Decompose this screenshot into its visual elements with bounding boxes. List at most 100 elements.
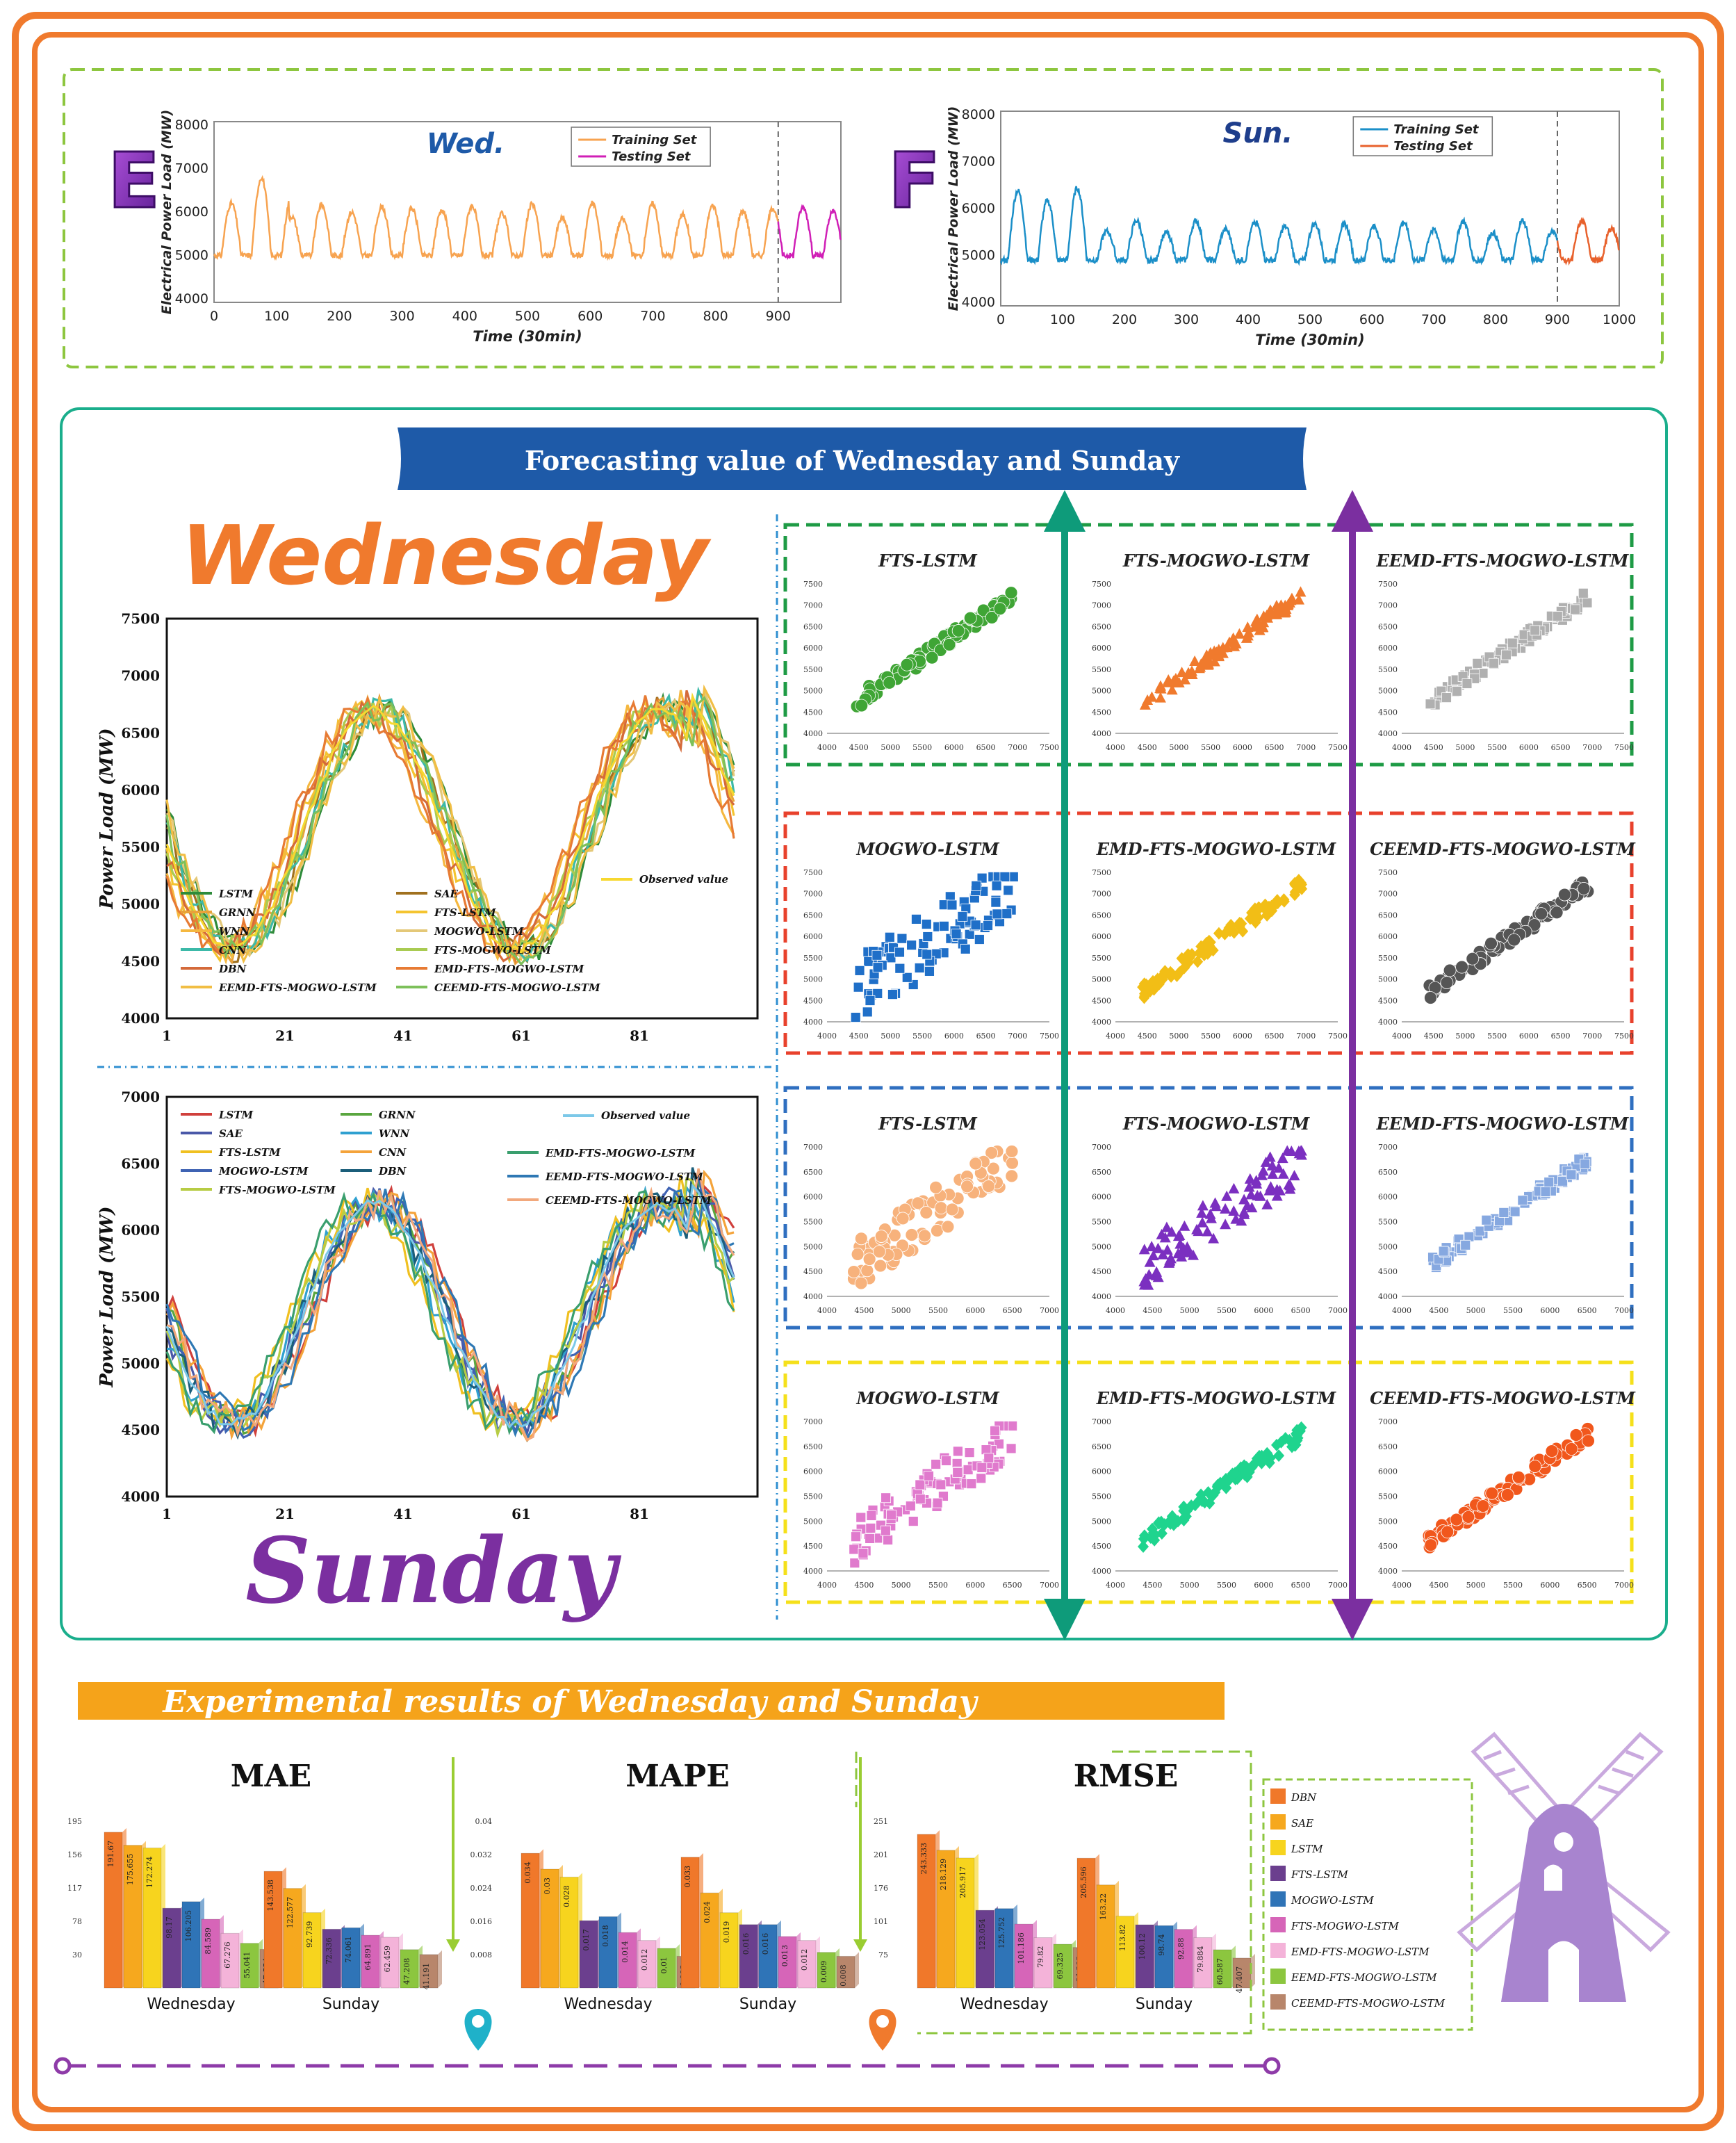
scatter-point [900,658,914,671]
scatter-x-tick: 5500 [912,1032,932,1041]
bar [1096,1884,1115,1989]
bar-legend-label: EMD-FTS-MOGWO-LSTM [1291,1946,1430,1958]
scatter-point [982,1180,995,1193]
scatter-point [1193,946,1205,959]
scatter-x-tick: 4500 [849,743,869,752]
legend-label: CNN [219,944,247,956]
scatter-title: FTS-LSTM [878,1114,978,1134]
scatter-x-tick: 7000 [1582,1032,1602,1041]
scatter-x-tick: 7500 [1614,743,1634,752]
scatter-point [1161,1244,1173,1255]
scatter-point [1289,886,1301,899]
scatter-point [1517,1195,1528,1206]
scatter-point [1155,683,1167,694]
scatter-point [1139,699,1151,710]
scatter-point [1293,594,1305,605]
legend-label: FTS-MOGWO-LSTM [218,1184,336,1196]
model-series [165,695,735,964]
scatter-point [1476,1499,1490,1513]
scatter-x-tick: 6000 [944,1032,964,1041]
scatter-point [1534,907,1548,920]
bar [322,1928,341,1989]
scatter-title: MOGWO-LSTM [855,1388,1000,1408]
y-tick-label: 8000 [962,107,995,122]
scatter-point [1221,925,1233,938]
scatter-point [1261,1198,1273,1209]
scatter-point [1466,952,1480,965]
bar-chart-title: MAPE [625,1759,729,1794]
x-tick-label: 61 [511,1506,531,1522]
legend-label: EEMD-FTS-MOGWO-LSTM [545,1171,703,1183]
scatter-point [894,963,906,974]
scatter-point [947,899,958,911]
scatter-y-tick: 6000 [803,644,823,653]
scatter-y-tick: 7000 [1378,890,1398,899]
scatter-point [1261,609,1272,620]
bar-value-label: 106.205 [184,1910,193,1942]
bar [104,1832,123,1989]
scatter-title: CEEMD-FTS-MOGWO-LSTM [1370,839,1636,859]
bar [220,1932,240,1989]
scatter-y-tick: 4500 [1378,1542,1398,1551]
scatter-x-tick: 7000 [1614,1581,1634,1590]
scatter-y-tick: 7500 [1092,868,1111,877]
bar-value-label: 0.033 [683,1866,692,1888]
scatter-point [1004,586,1018,600]
scatter-y-tick: 6000 [1378,644,1398,653]
scatter-x-tick: 7000 [1008,743,1027,752]
scatter-point [1489,658,1499,669]
scatter-y-tick: 6500 [1378,622,1398,631]
scatter-x-tick: 5500 [912,743,932,752]
scatter-point [1240,632,1252,643]
scatter-point [1263,1456,1275,1469]
y-tick-label: 4000 [121,1010,160,1027]
scatter-point [862,1253,876,1266]
scatter-x-tick: 6000 [1519,743,1539,752]
scatter-point [964,929,975,940]
bar [598,1916,618,1989]
scatter-x-tick: 4500 [1143,1581,1162,1590]
scatter-point [1005,1145,1019,1158]
scatter-point [1273,1449,1285,1462]
scatter-point [908,1516,919,1526]
scatter-point [952,1446,963,1457]
windmill-icon [1457,1731,1671,2002]
scatter-point [931,1459,942,1469]
scatter-y-tick: 6500 [1092,1442,1111,1451]
scatter-x-tick: 5000 [881,743,900,752]
scatter-point [1179,674,1191,685]
scatter-y-tick: 4000 [803,1018,823,1027]
scatter-point [976,1473,987,1484]
scatter-y-tick: 4500 [1378,996,1398,1005]
scatter-point [922,931,933,942]
scatter-y-tick: 7000 [803,1143,823,1152]
testing-series [1556,216,1621,266]
scatter-point [1582,1434,1595,1448]
scatter-point [1271,1190,1283,1201]
bar-legend-swatch [1270,1994,1286,2010]
y-tick-label: 7000 [175,161,208,177]
scatter-point [1550,906,1564,920]
scatter-point [1007,1421,1018,1431]
bar-value-label: 163.22 [1099,1893,1108,1921]
scatter-point [1424,991,1437,1004]
scatter-point [1006,1443,1017,1454]
scatter-point [1236,917,1247,930]
scatter-y-tick: 6500 [803,1442,823,1451]
scatter-point [1266,904,1278,918]
bar [1033,1937,1053,1989]
scatter-point [1221,1190,1233,1201]
scatter-point [1201,936,1213,950]
scatter-x-tick: 6000 [965,1306,985,1315]
scatter-point [887,1228,901,1242]
scatter-y-tick: 4000 [1378,1292,1398,1301]
scatter-point [1564,1442,1578,1456]
scatter-point [941,1456,951,1466]
bar-group-label: Sunday [1136,1996,1193,2013]
scatter-point [929,1180,943,1194]
scatter-point [1455,960,1468,974]
scatter-point [1256,1456,1268,1469]
scatter-point [964,1447,975,1458]
bar-legend-swatch [1270,1840,1286,1855]
y-tick-label: 5000 [962,248,995,263]
